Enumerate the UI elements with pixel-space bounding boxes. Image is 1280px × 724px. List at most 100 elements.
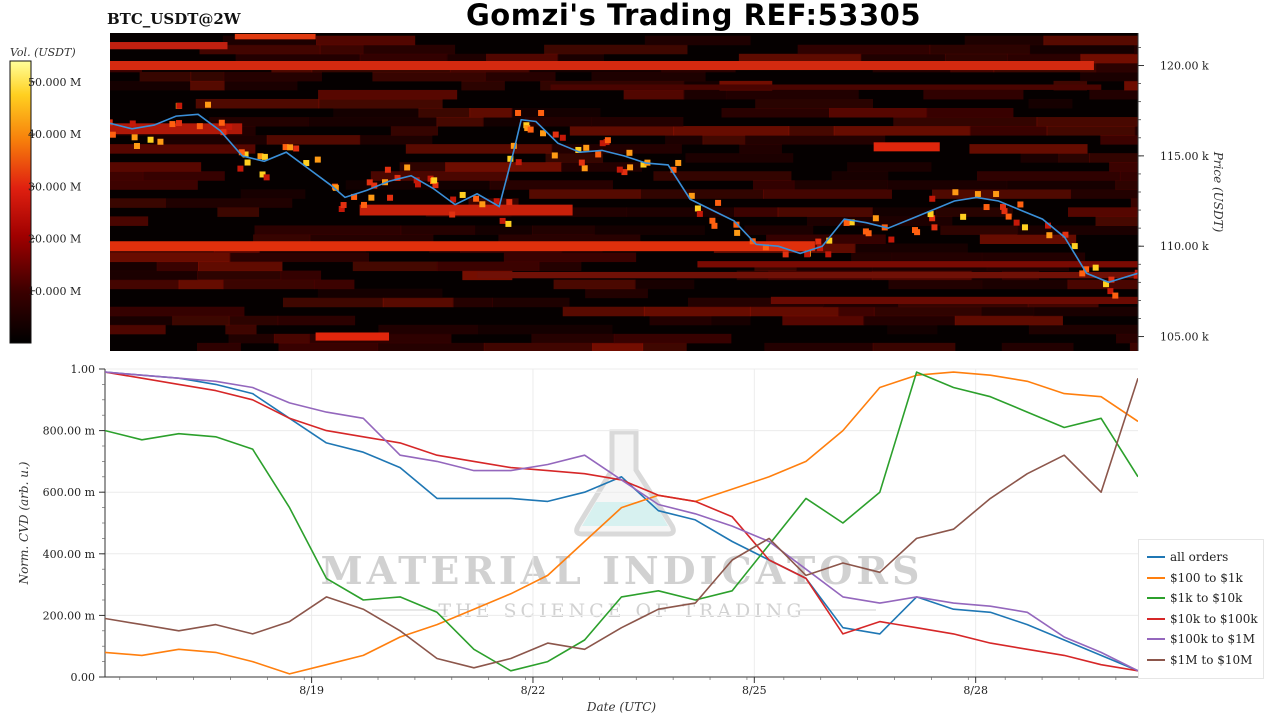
liquidity-cell <box>762 189 892 199</box>
hotspot-cell <box>110 119 113 126</box>
liquidity-cell <box>405 144 553 154</box>
liquidity-cell <box>871 207 937 217</box>
x-axis-label: Date (UTC) <box>586 700 656 714</box>
liquidity-cell <box>887 324 938 335</box>
legend-label: $100 to $1k <box>1170 570 1243 585</box>
hotspot-cell <box>621 169 628 176</box>
price-tick-label: 105.00 k <box>1160 331 1209 344</box>
legend: all orders $100 to $1k $1k to $10k $10k to … <box>1138 539 1264 679</box>
hotspot-cell <box>640 161 647 168</box>
hotspot-cell <box>578 159 585 166</box>
liquidity-cell <box>235 53 361 64</box>
liquidity-cell <box>483 342 594 351</box>
hotspot-cell <box>815 238 822 245</box>
hotspot-cell <box>506 199 513 206</box>
liquidity-cell <box>1080 71 1138 82</box>
liquidity-cell <box>923 89 1024 100</box>
liquidity-cell <box>222 279 315 290</box>
liquidity-cell <box>739 144 782 154</box>
colorbar-gradient <box>9 60 32 344</box>
liquidity-cell <box>1100 135 1138 145</box>
hotspot-cell <box>157 138 164 145</box>
hotspot-cell <box>843 219 850 226</box>
hotspot-cell <box>413 177 420 184</box>
hotspot-cell <box>499 217 506 224</box>
liquidity-cell <box>198 261 283 272</box>
hotspot-cell <box>524 125 531 132</box>
liquidity-cell <box>793 180 888 190</box>
liquidity-cell <box>755 98 874 109</box>
x-tick-label: 8/28 <box>963 684 988 697</box>
liquidity-cell <box>209 117 309 127</box>
liquidity-cell <box>833 126 971 136</box>
liquidity-cell <box>854 243 968 254</box>
liquidity-cell <box>1058 153 1091 163</box>
hotspot-cell <box>169 121 176 128</box>
liquidity-cell <box>926 107 1014 118</box>
liquidity-cell <box>1017 225 1138 235</box>
liquidity-cell <box>935 207 1013 217</box>
hotspot-cell <box>552 131 559 138</box>
liquidity-cell <box>979 234 1077 244</box>
liquidity-cell <box>1119 171 1138 181</box>
liquidity-cell <box>551 144 682 154</box>
hotspot-cell <box>527 126 534 133</box>
hotspot-cell <box>1108 276 1115 283</box>
liquidity-cell <box>649 315 712 326</box>
liquidity-cell <box>929 44 1031 55</box>
hotspot-cell <box>817 245 824 252</box>
hotspot-cell <box>431 177 438 184</box>
hotspot-cell <box>604 137 611 144</box>
hotspot-cell <box>627 164 634 171</box>
liquidity-cell <box>888 279 983 290</box>
hotspot-cell <box>287 144 294 151</box>
hotspot-cell <box>507 155 514 162</box>
liquidity-cell <box>838 306 875 317</box>
hotspot-cell <box>244 159 251 166</box>
hotspot-cell <box>220 129 227 136</box>
liquidity-cell <box>777 207 873 217</box>
liquidity-cell <box>110 198 166 208</box>
hotspot-cell <box>1001 208 1008 215</box>
series-line <box>105 371 1138 672</box>
hotspot-cell <box>515 159 522 166</box>
hotspot-cell <box>510 142 517 149</box>
liquidity-cell <box>673 126 790 136</box>
liquidity-cell <box>110 270 199 281</box>
hotspot-cell <box>261 153 268 160</box>
liquidity-wall <box>110 241 815 252</box>
liquidity-cell <box>1020 153 1060 163</box>
hotspot-cell <box>715 199 722 206</box>
liquidity-cell <box>217 207 260 217</box>
liquidity-cell <box>225 324 257 335</box>
hotspot-cell <box>804 251 811 258</box>
hotspot-cell <box>872 215 879 222</box>
hotspot-cell <box>218 119 225 126</box>
liquidity-cell <box>788 126 835 136</box>
liquidity-cell <box>318 98 443 109</box>
liquidity-cell <box>734 207 779 217</box>
hotspot-cell <box>929 215 936 222</box>
liquidity-cell <box>253 234 311 244</box>
liquidity-cell <box>1134 44 1138 55</box>
liquidity-cell <box>1124 80 1138 91</box>
flask-liquid <box>582 502 668 526</box>
hotspot-cell <box>551 152 558 159</box>
liquidity-cell <box>964 35 1045 46</box>
hotspot-cell <box>538 109 545 116</box>
liquidity-cell <box>886 180 1008 190</box>
series-line <box>105 371 1138 675</box>
liquidity-cell <box>110 171 144 181</box>
watermark-subtitle: THE SCIENCE OF TRADING <box>438 600 805 622</box>
liquidity-cell <box>503 252 637 263</box>
liquidity-cell <box>744 225 814 235</box>
liquidity-cell <box>797 44 931 55</box>
liquidity-wall <box>477 271 1138 279</box>
liquidity-cell <box>486 53 559 64</box>
liquidity-cell <box>643 306 751 317</box>
y-tick-label: 0.00 <box>71 671 96 684</box>
liquidity-cell <box>553 279 636 290</box>
liquidity-wall <box>873 142 940 152</box>
hotspot-cell <box>205 101 212 108</box>
liquidity-cell <box>273 333 310 344</box>
